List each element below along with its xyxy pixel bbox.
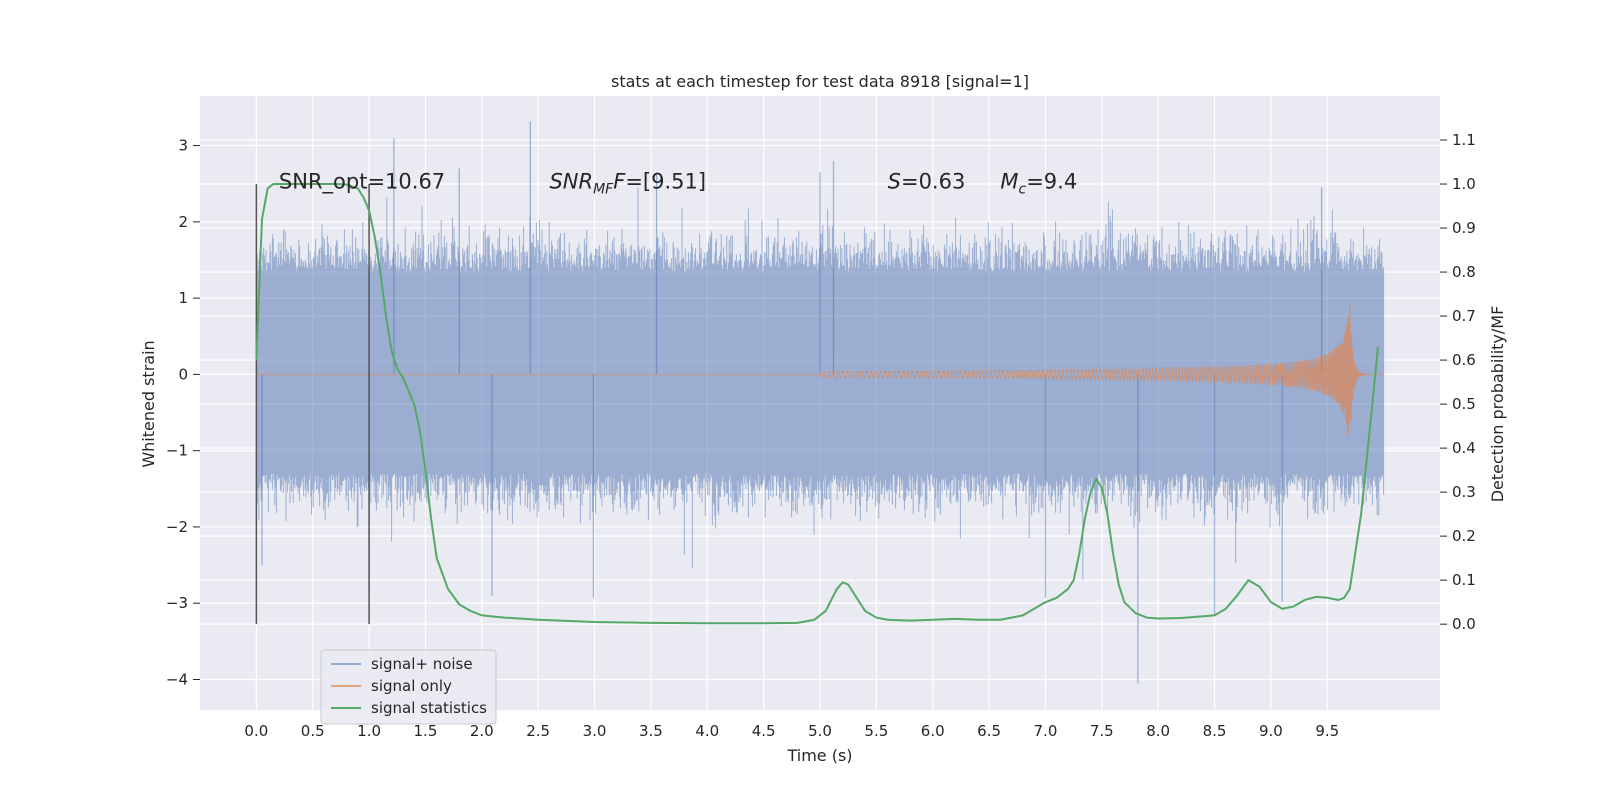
x-tick-label: 8.0	[1146, 722, 1170, 740]
x-tick-label: 8.5	[1203, 722, 1227, 740]
left-y-tick-label: −4	[166, 670, 188, 688]
right-y-axis-label: Detection probability/MF	[1488, 306, 1507, 503]
x-tick-label: 2.5	[526, 722, 550, 740]
x-tick-label: 1.0	[357, 722, 381, 740]
x-tick-label: 5.5	[864, 722, 888, 740]
x-tick-label: 6.0	[921, 722, 945, 740]
annotations: SNR_opt=10.67 SNRMFF=[9.51] S=0.63 Mc=9.4	[279, 169, 1077, 197]
right-y-tick-label: 0.7	[1452, 307, 1476, 325]
legend: signal+ noise signal only signal statist…	[320, 649, 497, 725]
left-y-tick-label: −3	[166, 594, 188, 612]
x-tick-label: 0.0	[244, 722, 268, 740]
x-tick-label: 0.5	[301, 722, 325, 740]
right-y-tick-label: 0.9	[1452, 219, 1476, 237]
x-tick-label: 4.0	[695, 722, 719, 740]
annotation-text: Mc=9.4	[1000, 169, 1077, 197]
left-y-tick-label: −2	[166, 518, 188, 536]
right-y-tick-label: 0.6	[1452, 351, 1476, 369]
x-axis-ticks: 0.0 0.5 1.0 1.5 2.0 2.5 3.0 3.5 4.0 4.5 5.0 5.5 6.0 6…	[244, 722, 1339, 740]
x-tick-label: 2.0	[470, 722, 494, 740]
right-y-tick-label: 0.3	[1452, 483, 1476, 501]
right-y-tick-label: 1.0	[1452, 175, 1476, 193]
x-tick-label: 5.0	[808, 722, 832, 740]
annotation-text: SNRMFF=[9.51]	[549, 169, 706, 197]
x-tick-label: 4.5	[752, 722, 776, 740]
left-y-axis-ticks: −4 −3 −2 −1 0 1 2 3	[166, 137, 200, 688]
annotation-text: S=0.63	[888, 169, 966, 193]
annotation-text: SNR_opt=10.67	[279, 169, 445, 194]
right-y-tick-label: 0.8	[1452, 263, 1476, 281]
legend-label-signal-statistics: signal statistics	[371, 699, 487, 717]
signal-noise-series	[255, 121, 1385, 684]
legend-box	[320, 649, 497, 725]
signal-only-trace	[256, 302, 1384, 436]
x-tick-label: 3.5	[639, 722, 663, 740]
right-y-axis-ticks: 0.0 0.1 0.2 0.3 0.4 0.5 0.6 0.7 0.8 0.9 1.0 1.1	[1440, 131, 1476, 633]
x-tick-label: 9.0	[1259, 722, 1283, 740]
legend-label-signal-noise: signal+ noise	[371, 655, 473, 673]
left-y-tick-label: 0	[178, 365, 188, 383]
left-y-tick-label: 3	[178, 137, 188, 155]
x-tick-label: 7.0	[1034, 722, 1058, 740]
right-y-tick-label: 0.2	[1452, 527, 1476, 545]
right-y-tick-label: 1.1	[1452, 131, 1476, 149]
left-y-tick-label: 2	[178, 213, 188, 231]
legend-label-signal-only: signal only	[371, 677, 452, 695]
signal-statistics-series	[255, 183, 1379, 625]
x-tick-label: 3.0	[583, 722, 607, 740]
right-y-tick-label: 0.0	[1452, 615, 1476, 633]
x-tick-label: 9.5	[1315, 722, 1339, 740]
x-tick-label: 1.5	[414, 722, 438, 740]
left-y-tick-label: 1	[178, 289, 188, 307]
right-y-tick-label: 0.5	[1452, 395, 1476, 413]
signal-statistics-line	[255, 183, 1379, 625]
signal-only-series	[256, 302, 1384, 436]
left-y-axis-label: Whitened strain	[139, 340, 158, 467]
right-y-tick-label: 0.1	[1452, 571, 1476, 589]
x-axis-label: Time (s)	[786, 746, 852, 765]
right-y-tick-label: 0.4	[1452, 439, 1476, 457]
x-tick-label: 6.5	[977, 722, 1001, 740]
vertical-markers	[255, 184, 370, 625]
x-tick-label: 7.5	[1090, 722, 1114, 740]
chart-title: stats at each timestep for test data 891…	[611, 72, 1029, 91]
left-y-tick-label: −1	[166, 442, 188, 460]
